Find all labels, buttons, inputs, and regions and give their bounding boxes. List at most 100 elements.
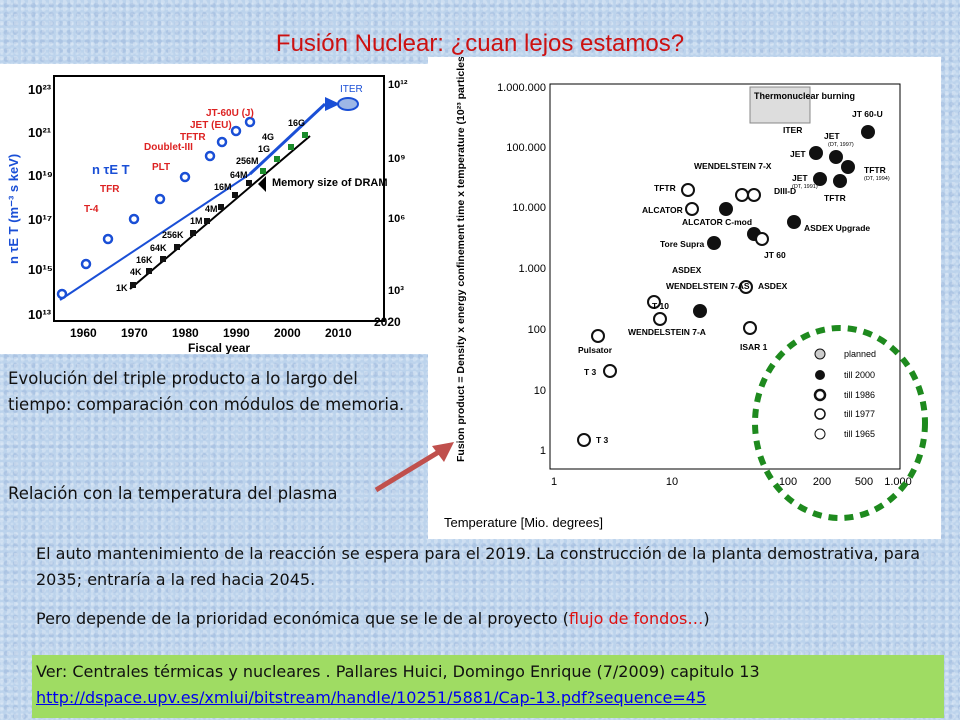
x-tick: 1980 [172,326,199,340]
legend-marker [814,428,826,440]
legend-label: till 1977 [844,409,875,419]
point-label: TFTR [654,183,676,193]
fusion-label: T-4 [84,204,99,215]
fusion-label: JET (EU) [190,120,232,131]
funding-highlight: flujo de fondos… [568,609,704,628]
dram-label: 64K [150,243,167,253]
fusion-point [128,213,140,225]
fusion-point [204,150,216,162]
dram-label: 4G [262,132,274,142]
fusion-point [230,125,242,137]
data-point [861,125,875,139]
point-label: Tore Supra [660,239,705,249]
data-point [813,172,827,186]
dram-label: 16M [214,182,232,192]
legend-marker [814,348,826,360]
data-point [577,433,591,447]
data-point [787,215,801,229]
data-point [833,174,847,188]
dram-projection-point [260,168,266,174]
legend-marker [815,370,825,380]
series-name-label: n τE T [92,162,130,177]
highlight-circle [752,325,928,521]
y-tick-right: 10⁶ [388,213,405,225]
point-note: (DT, 1997) [828,142,854,148]
point-label: ITER [783,125,802,135]
data-point [685,202,699,216]
dram-label: 4M [205,204,218,214]
x-tick: 500 [855,476,873,488]
x-tick: 10 [666,476,678,488]
dram-point [246,180,252,186]
point-label: WENDELSTEIN 7-AS [666,281,750,291]
data-point [647,295,661,309]
point-label: JET [790,149,806,159]
y-tick: 100 [528,324,546,336]
point-note: (DT, 1994) [864,176,890,182]
data-point [841,160,855,174]
dram-label: 64M [230,170,248,180]
iter-marker [337,97,359,111]
y-tick: 1 [540,445,546,457]
point-label: TFTR [864,165,886,175]
y-tick-left: 10¹⁵ [28,262,53,277]
chart-caption: Evolución del triple producto a lo largo… [8,369,405,414]
point-note: (DT, 1991) [792,184,818,190]
dram-point [146,268,152,274]
y-axis-label: n τE T (m⁻³ s keV) [6,154,21,264]
fusion-label: Doublet-III [144,142,193,153]
fusion-label: TFR [100,184,120,195]
fusion-label: PLT [152,162,170,173]
point-label: TFTR [824,193,846,203]
y-tick-left: 10²¹ [28,125,51,140]
memory-label: Memory size of DRAM [272,177,388,189]
point-label: JET [792,173,808,183]
fusion-point [216,136,228,148]
point-label: ASDEX [672,265,702,275]
dram-projection-point [288,144,294,150]
data-point [735,188,749,202]
point-label: T 3 [596,435,609,445]
chart-caption-temperature: Relación con la temperatura del plasma [8,484,338,503]
point-label: WENDELSTEIN 7-A [628,327,706,337]
data-point [743,321,757,335]
dram-point [232,192,238,198]
dram-point [160,256,166,262]
data-point [591,329,605,343]
point-label: ALCATOR C-mod [682,217,752,227]
y-tick: 10 [534,385,546,397]
dram-point [174,244,180,250]
data-point [755,232,769,246]
fusion-point [56,288,68,300]
dram-label: 1M [190,216,203,226]
fusion-label: JT-60U (J) [206,108,254,119]
fusion-point [80,258,92,270]
reference-link[interactable]: http://dspace.upv.es/xmlui/bitstream/han… [36,688,707,707]
point-label: Thermonuclear burning [754,91,855,101]
memory-arrow [258,176,266,192]
point-label: T 10 [652,301,669,311]
dram-label: 1K [116,283,128,293]
y-tick-right: 10¹² [388,79,408,91]
y-tick-left: 10¹⁷ [28,212,52,227]
x-tick: 200 [813,476,831,488]
y-tick-right: 10³ [388,285,404,297]
fusion-product-chart: 1.000.000 100.000 10.000 1.000 100 10 1 … [428,57,941,539]
y-tick: 1.000.000 [497,82,546,94]
legend-label: till 2000 [844,370,875,380]
x-tick: 1 [551,476,557,488]
reference-text: Ver: Centrales térmicas y nucleares . Pa… [36,662,760,681]
point-label: Pulsator [578,345,613,355]
dram-point [204,218,210,224]
y-axis-label: Fusion product = Density x energy confin… [455,57,467,462]
y-tick-left: 10¹³ [28,307,52,322]
fusion-point [102,233,114,245]
data-point [809,146,823,160]
point-label: ASDEX [758,281,788,291]
data-point [693,304,707,318]
point-label: JET [824,131,840,141]
dram-projection-point [274,156,280,162]
dram-label: 16K [136,255,153,265]
fusion-label: TFTR [180,132,206,143]
fusion-point [154,193,166,205]
